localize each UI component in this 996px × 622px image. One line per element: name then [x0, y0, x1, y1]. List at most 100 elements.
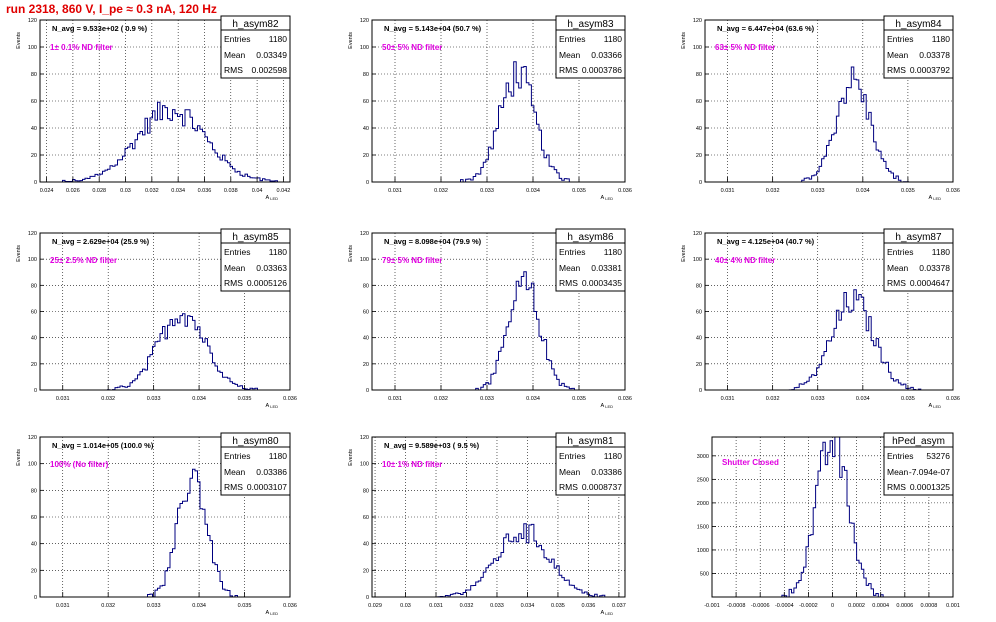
page-title: run 2318, 860 V, I_pe ≈ 0.3 nA, 120 Hz [6, 2, 217, 16]
x-tick-label: 0.033 [480, 396, 494, 402]
x-tick-label: 0.032 [766, 188, 780, 194]
histogram-curve [372, 61, 625, 183]
stats-value-mean: 0.03386 [591, 467, 622, 477]
y-tick-label: 60 [363, 310, 369, 316]
y-tick-label: 1500 [697, 524, 709, 530]
x-tick-label: 0.03 [400, 603, 411, 609]
y-tick-label: 0 [34, 388, 37, 394]
x-axis-label: ALED [929, 403, 942, 409]
y-tick-label: 0 [366, 180, 369, 186]
stats-value-entries: 1180 [269, 451, 288, 461]
filter-label: 79± 5% ND filter [382, 256, 442, 265]
x-tick-label: 0.001 [946, 603, 960, 609]
stats-value-rms: 0.0003107 [247, 482, 287, 492]
x-tick-label: 0.031 [721, 396, 735, 402]
x-tick-label: 0.033 [811, 396, 825, 402]
histogram-curve [705, 66, 953, 183]
y-tick-label: 120 [360, 435, 369, 441]
x-tick-label: 0.031 [56, 603, 70, 609]
x-axis-label: ALED [929, 195, 942, 201]
stats-value-entries: 1180 [604, 247, 623, 257]
x-tick-label: -0.0002 [799, 603, 818, 609]
x-tick-label: 0.034 [171, 188, 185, 194]
stats-label-mean: Mean [887, 467, 909, 477]
x-tick-label: 0.036 [618, 396, 632, 402]
y-tick-label: 20 [31, 362, 37, 368]
y-tick-label: 0 [366, 388, 369, 394]
x-tick-label: 0.0008 [920, 603, 937, 609]
navg-label: N_avg = 4.125e+04 (40.7 %) [717, 237, 815, 246]
y-axis-label: Events [348, 245, 354, 262]
filter-label: 63± 5% ND filter [715, 43, 775, 52]
y-tick-label: 60 [31, 310, 37, 316]
y-tick-label: 40 [31, 126, 37, 132]
x-tick-label: 0.035 [572, 396, 586, 402]
x-tick-label: 0.034 [521, 603, 535, 609]
stats-value-rms: 0.0004647 [910, 278, 950, 288]
filter-label: Shutter Closed [722, 458, 779, 467]
navg-label: N_avg = 5.143e+04 (50.7 %) [384, 24, 482, 33]
x-axis-label: ALED [266, 610, 279, 616]
x-tick-label: 0.024 [40, 188, 54, 194]
x-tick-label: 0.032 [434, 188, 448, 194]
x-tick-label: 0.037 [612, 603, 626, 609]
x-tick-label: 0.034 [192, 396, 206, 402]
stats-title: hPed_asym [892, 436, 945, 447]
stats-value-mean: 0.03378 [919, 263, 950, 273]
navg-label: N_avg = 9.533e+02 ( 0.9 %) [52, 24, 148, 33]
stats-label-mean: Mean [224, 467, 246, 477]
y-tick-label: 60 [31, 99, 37, 105]
x-tick-label: 0.028 [92, 188, 106, 194]
stats-box [555, 228, 626, 292]
stats-value-rms: 0.0003792 [910, 65, 950, 75]
y-tick-label: 500 [700, 571, 709, 577]
y-tick-label: 80 [696, 283, 702, 289]
stats-value-entries: 1180 [604, 451, 623, 461]
x-tick-label: 0.036 [283, 603, 297, 609]
stats-label-entries: Entries [224, 451, 250, 461]
stats-box [555, 432, 626, 496]
y-tick-label: 20 [363, 568, 369, 574]
stats-value-mean: 0.03366 [591, 50, 622, 60]
stats-title: h_asym84 [895, 19, 942, 30]
y-tick-label: 40 [696, 336, 702, 342]
x-tick-label: 0.031 [56, 396, 70, 402]
y-tick-label: 20 [696, 153, 702, 159]
x-tick-label: 0.033 [147, 396, 161, 402]
stats-value-mean: 0.03349 [256, 50, 287, 60]
stats-label-entries: Entries [224, 247, 250, 257]
histogram-panel-h_asym82: 0.024 0.026 0.028 0.03 0.032 0.034 0.036 0.038 0… [16, 15, 291, 201]
stats-box [220, 228, 291, 292]
filter-label: 25± 2.5% ND filter [50, 256, 117, 265]
x-tick-label: 0.036 [946, 396, 960, 402]
stats-label-entries: Entries [559, 247, 585, 257]
stats-label-entries: Entries [559, 34, 585, 44]
y-tick-label: 60 [363, 515, 369, 521]
navg-label: N_avg = 2.629e+04 (25.9 %) [52, 237, 150, 246]
stats-label-rms: RMS [887, 482, 906, 492]
stats-label-entries: Entries [559, 451, 585, 461]
navg-label: N_avg = 6.447e+04 (63.6 %) [717, 24, 815, 33]
filter-label: 100% (No filter) [50, 460, 109, 469]
filter-label: 40± 4% ND filter [715, 256, 775, 265]
stats-label-mean: Mean [887, 263, 909, 273]
x-tick-label: 0.034 [526, 396, 540, 402]
x-tick-label: 0.034 [856, 188, 870, 194]
y-tick-label: 60 [696, 99, 702, 105]
y-tick-label: 20 [31, 568, 37, 574]
stats-value-rms: 0.0005126 [247, 278, 287, 288]
x-tick-label: 0.034 [526, 188, 540, 194]
stats-title: h_asym86 [567, 232, 614, 243]
x-tick-label: 0.035 [901, 188, 915, 194]
stats-label-mean: Mean [559, 263, 581, 273]
y-tick-label: 80 [696, 72, 702, 78]
x-tick-label: 0.036 [618, 188, 632, 194]
x-axis-label: ALED [266, 195, 279, 201]
x-tick-label: 0.026 [66, 188, 80, 194]
y-tick-label: 100 [360, 45, 369, 51]
y-tick-label: 100 [693, 45, 702, 51]
y-tick-label: 20 [696, 362, 702, 368]
x-tick-label: 0.029 [368, 603, 382, 609]
navg-label: N_avg = 8.098e+04 (79.9 %) [384, 237, 482, 246]
x-tick-label: 0.032 [766, 396, 780, 402]
